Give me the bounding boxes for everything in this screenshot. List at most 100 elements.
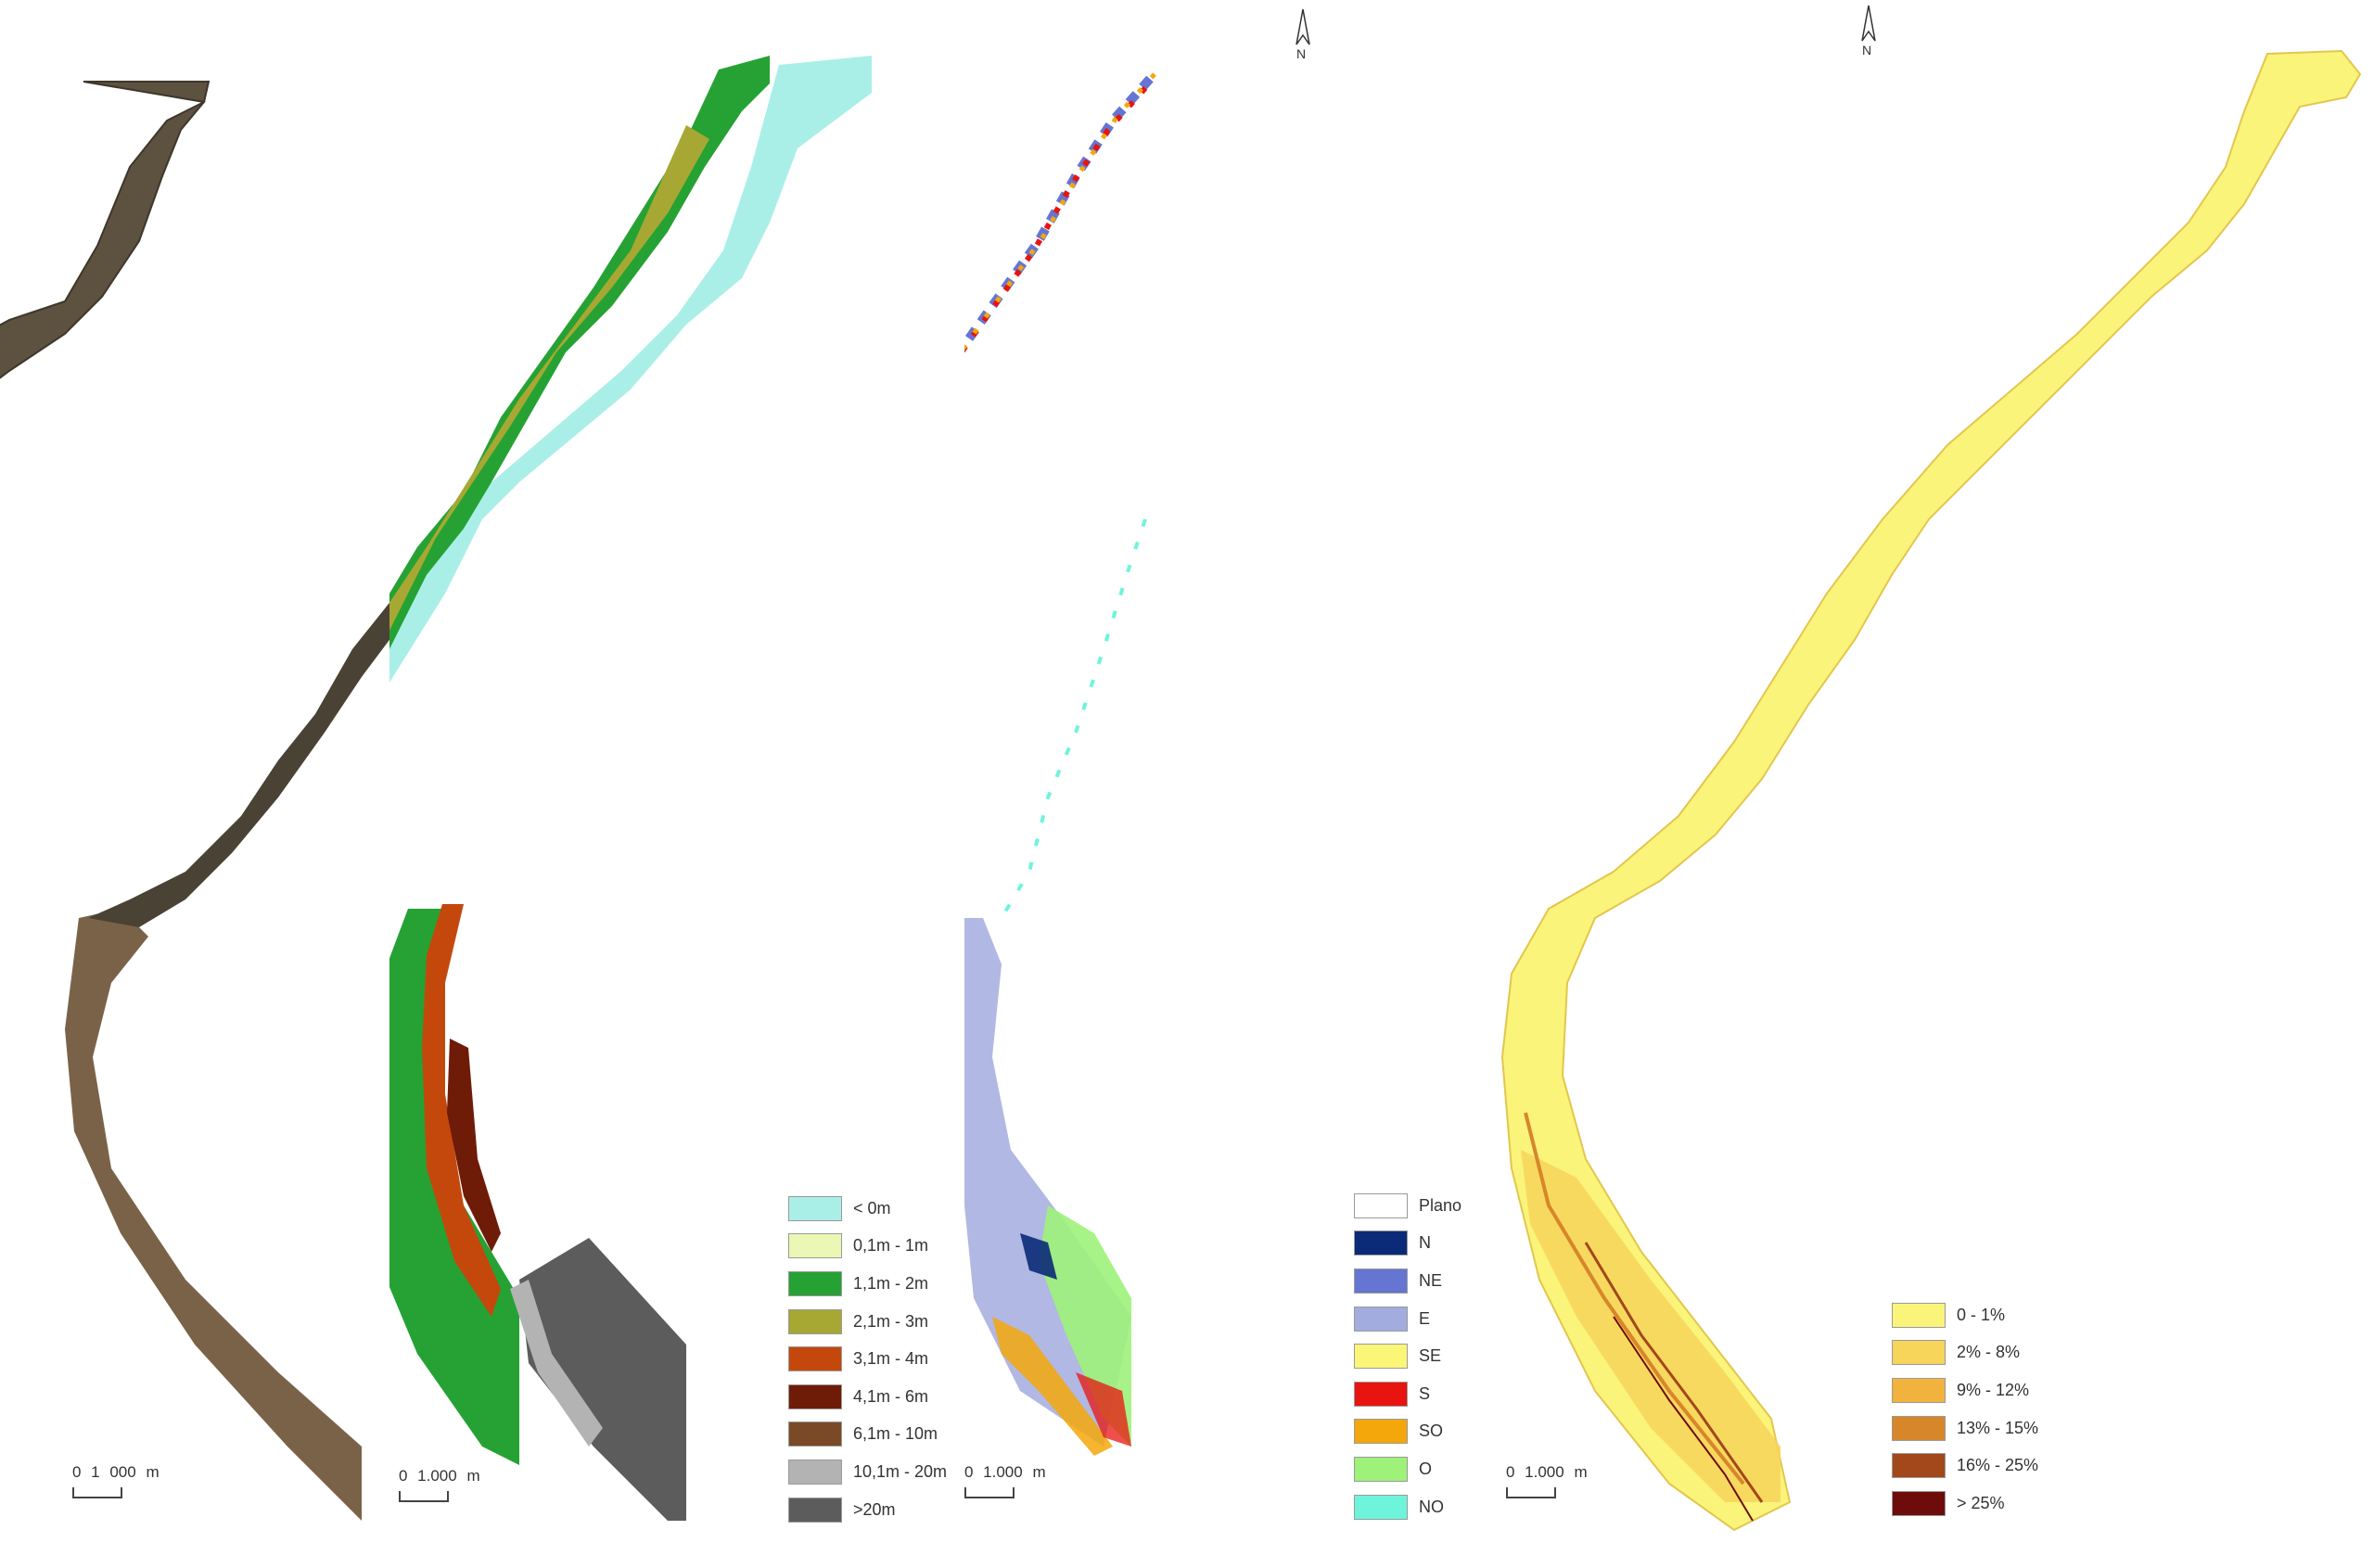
legend-label: 6,1m - 10m — [853, 1424, 938, 1444]
legend-label: 9% - 12% — [1957, 1380, 2030, 1399]
legend-label: 0 - 1% — [1957, 1305, 2006, 1324]
slope-lower-maroon — [1613, 1316, 1754, 1522]
legend-label: O — [1419, 1459, 1433, 1478]
legend-label: 16% - 25% — [1957, 1456, 2039, 1475]
legend-label: >20m — [853, 1499, 896, 1519]
legend-item: >20m — [788, 1491, 947, 1529]
legend-swatch — [1892, 1415, 1946, 1441]
legend-swatch — [1354, 1456, 1408, 1482]
legend-label: NO — [1419, 1497, 1444, 1516]
slope-scale-bar: 0 1.000 m — [1506, 1463, 1588, 1498]
elevation-olive-core — [389, 125, 709, 631]
legend-swatch — [788, 1383, 842, 1409]
legend-label: N — [1419, 1233, 1431, 1253]
legend-item: Plano — [1354, 1187, 1461, 1225]
legend-item: 1,1m - 2m — [788, 1265, 947, 1303]
legend-swatch — [1892, 1453, 1946, 1479]
legend-swatch — [788, 1421, 842, 1447]
elevation-scale-bar: 0 1.000 m — [399, 1467, 480, 1502]
elevation-panel: 0 1.000 m < 0m 0,1m - 1m 1,1m - 2m 2,1m … — [389, 0, 983, 1568]
scale-line — [72, 1487, 122, 1498]
legend-swatch — [1892, 1490, 1946, 1516]
aspect-legend: Plano N NE E SE S SO O NO — [1354, 1187, 1461, 1525]
elevation-map — [389, 56, 872, 1521]
slope-lower-darker — [1521, 1150, 1780, 1502]
legend-swatch — [788, 1346, 842, 1372]
legend-label: 13% - 15% — [1957, 1418, 2039, 1437]
legend-label: S — [1419, 1383, 1431, 1403]
slope-panel: N 0 1.000 m 0 - 1% 2% - 8% 9% - 12% 13% … — [1484, 0, 2374, 1568]
elevation-red-high — [422, 904, 501, 1317]
legend-swatch — [1354, 1419, 1408, 1445]
legend-swatch — [1892, 1377, 1946, 1403]
scale-label: 0 1.000 m — [1506, 1463, 1588, 1481]
satellite-panel: 0 1 000 m — [0, 0, 389, 1568]
legend-item: 3,1m - 4m — [788, 1340, 947, 1378]
aspect-upper-patches-yellow — [964, 72, 1156, 351]
legend-label: NE — [1419, 1270, 1443, 1290]
satellite-lower-lobe — [65, 909, 362, 1521]
legend-label: > 25% — [1957, 1493, 2005, 1512]
slope-landmass — [1500, 49, 2362, 1532]
aspect-upper-patches-red — [964, 86, 1148, 353]
legend-swatch — [1354, 1230, 1408, 1256]
aspect-upper-patches — [964, 75, 1154, 353]
aspect-panel: N 0 1.000 m Plano N NE E SE S SO O NO — [964, 0, 1521, 1568]
legend-item: 13% - 15% — [1892, 1409, 2038, 1447]
scale-line — [964, 1487, 1015, 1498]
legend-label: Plano — [1419, 1195, 1462, 1215]
legend-swatch — [788, 1195, 842, 1221]
legend-item: SE — [1354, 1337, 1461, 1375]
legend-swatch — [788, 1233, 842, 1259]
legend-label: 0,1m - 1m — [853, 1236, 929, 1256]
elevation-green-band — [389, 56, 770, 649]
satellite-scale-bar: 0 1 000 m — [72, 1463, 160, 1498]
aspect-lower-orange — [992, 1317, 1113, 1456]
legend-item: 10,1m - 20m — [788, 1453, 947, 1491]
legend-swatch — [1354, 1268, 1408, 1294]
legend-item: E — [1354, 1300, 1461, 1338]
legend-item: 0 - 1% — [1892, 1296, 2038, 1334]
scale-line — [399, 1491, 449, 1502]
legend-item: N — [1354, 1225, 1461, 1263]
north-arrow-icon — [1295, 8, 1310, 45]
scale-label: 0 1 000 m — [72, 1463, 160, 1481]
slope-legend: 0 - 1% 2% - 8% 9% - 12% 13% - 15% 16% - … — [1892, 1296, 2038, 1523]
aspect-map — [964, 72, 1156, 1456]
legend-label: SE — [1419, 1346, 1442, 1366]
legend-item: NE — [1354, 1262, 1461, 1300]
legend-swatch — [788, 1270, 842, 1296]
legend-label: SO — [1419, 1421, 1444, 1441]
elevation-legend: < 0m 0,1m - 1m 1,1m - 2m 2,1m - 3m 3,1m … — [788, 1190, 947, 1528]
legend-label: 3,1m - 4m — [853, 1349, 929, 1369]
legend-label: 1,1m - 2m — [853, 1273, 929, 1293]
satellite-spit-shape — [0, 81, 211, 379]
legend-item: < 0m — [788, 1190, 947, 1228]
aspect-lower-red — [1076, 1372, 1131, 1447]
legend-label: E — [1419, 1308, 1431, 1328]
legend-label: 4,1m - 6m — [853, 1386, 929, 1406]
legend-item: O — [1354, 1450, 1461, 1488]
legend-item: 4,1m - 6m — [788, 1378, 947, 1416]
elevation-gray-urban — [519, 1238, 686, 1521]
legend-swatch — [1354, 1381, 1408, 1407]
legend-item: NO — [1354, 1488, 1461, 1526]
aspect-scale-bar: 0 1.000 m — [964, 1463, 1046, 1498]
north-arrow-icon — [1861, 5, 1876, 42]
slope-map — [1500, 49, 2362, 1532]
legend-label: 2% - 8% — [1957, 1343, 2021, 1362]
legend-swatch — [1892, 1340, 1946, 1366]
legend-label: < 0m — [853, 1198, 891, 1217]
legend-item: 9% - 12% — [1892, 1371, 2038, 1409]
satellite-upper-arm — [88, 603, 389, 927]
scale-label: 0 1.000 m — [964, 1463, 1046, 1481]
legend-label: 2,1m - 3m — [853, 1311, 929, 1331]
legend-item: 0,1m - 1m — [788, 1228, 947, 1266]
north-label: N — [1296, 46, 1307, 61]
legend-item: > 25% — [1892, 1485, 2038, 1523]
scale-line — [1506, 1487, 1556, 1498]
elevation-sea-fringe — [389, 56, 872, 682]
legend-item: 2,1m - 3m — [788, 1303, 947, 1341]
legend-item: 2% - 8% — [1892, 1334, 2038, 1372]
slope-lower-orange — [1524, 1112, 1745, 1485]
